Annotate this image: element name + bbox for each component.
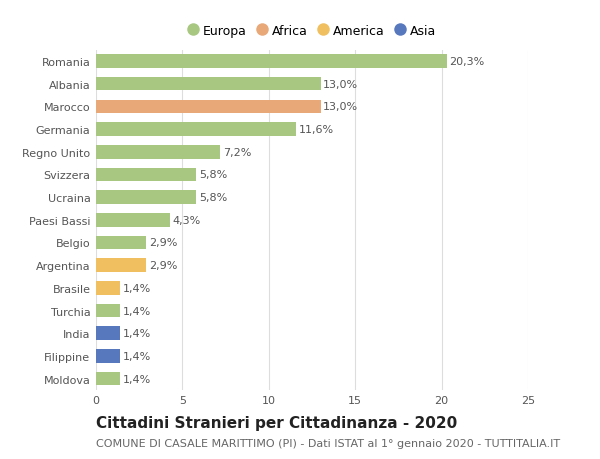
Bar (96, 55, 447, 68)
Text: COMUNE DI CASALE MARITTIMO (PI) - Dati ISTAT al 1° gennaio 2020 - TUTTITALIA.IT: COMUNE DI CASALE MARITTIMO (PI) - Dati I… (96, 438, 560, 448)
Bar (96, 259, 146, 272)
Bar (96, 281, 120, 295)
Text: 5,8%: 5,8% (199, 170, 227, 180)
Bar (96, 168, 196, 182)
Bar (96, 78, 320, 91)
Text: 7,2%: 7,2% (223, 147, 251, 157)
Text: 2,9%: 2,9% (149, 238, 177, 248)
Text: 1,4%: 1,4% (123, 374, 151, 384)
Bar (96, 101, 320, 114)
Text: 13,0%: 13,0% (323, 102, 358, 112)
Bar (96, 304, 120, 318)
Text: 2,9%: 2,9% (149, 261, 177, 271)
Bar (96, 213, 170, 227)
Legend: Europa, Africa, America, Asia: Europa, Africa, America, Asia (185, 23, 439, 41)
Text: 1,4%: 1,4% (123, 283, 151, 293)
Text: 4,3%: 4,3% (173, 215, 201, 225)
Text: 13,0%: 13,0% (323, 79, 358, 90)
Bar (96, 372, 120, 386)
Text: 1,4%: 1,4% (123, 351, 151, 361)
Bar (96, 327, 120, 340)
Bar (96, 236, 146, 250)
Bar (96, 191, 196, 204)
Text: 1,4%: 1,4% (123, 329, 151, 339)
Text: 20,3%: 20,3% (449, 57, 485, 67)
Text: 1,4%: 1,4% (123, 306, 151, 316)
Text: 5,8%: 5,8% (199, 193, 227, 203)
Bar (96, 349, 120, 363)
Bar (96, 146, 220, 159)
Text: 11,6%: 11,6% (299, 125, 334, 135)
Text: Cittadini Stranieri per Cittadinanza - 2020: Cittadini Stranieri per Cittadinanza - 2… (96, 415, 457, 431)
Bar (96, 123, 296, 136)
